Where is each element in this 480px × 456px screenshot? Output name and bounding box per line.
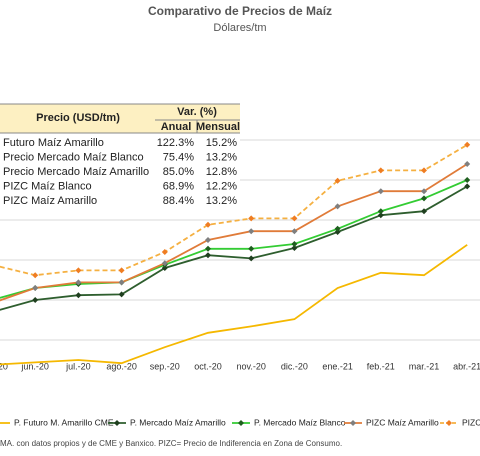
marker [291, 245, 298, 251]
table-header: Precio (USD/tm) [36, 112, 120, 124]
table-cell: 75.4% [163, 151, 194, 163]
table-cell: 68.9% [163, 180, 194, 192]
x-tick-label: oct.-20 [194, 361, 222, 371]
marker [248, 255, 255, 262]
series-line [0, 244, 468, 366]
marker [377, 167, 384, 174]
table-cell: 13.2% [206, 151, 237, 163]
marker [248, 245, 255, 252]
table-header: Var. (%) [177, 106, 217, 118]
marker [377, 212, 384, 219]
series-line [0, 163, 468, 302]
x-tick-label: ago.-20 [106, 361, 137, 371]
marker [291, 215, 298, 222]
legend-label: PIZC Maíz Amarillo [366, 417, 439, 427]
marker [421, 195, 427, 202]
marker [32, 285, 39, 291]
x-tick-label: abr.-21 [453, 361, 480, 371]
marker [75, 279, 82, 286]
table-cell: Precio Mercado Maíz Blanco [3, 151, 144, 163]
table-cell: 12.2% [206, 180, 237, 192]
legend-label: P. Mercado Maíz Amarillo [130, 417, 226, 427]
marker [205, 245, 211, 252]
chart-title: Comparativo de Precios de Maíz [148, 4, 332, 18]
marker [75, 267, 82, 274]
x-tick-label: may.-20 [0, 361, 8, 371]
table-cell: 88.4% [163, 195, 194, 207]
marker [161, 260, 168, 267]
legend-marker [238, 420, 244, 426]
legend-marker [350, 420, 356, 426]
table-cell: 15.2% [206, 137, 237, 149]
marker [334, 225, 341, 232]
table-cell: PIZC Maíz Amarillo [3, 195, 97, 207]
table-cell: 13.2% [206, 195, 237, 207]
table-cell: PIZC Maíz Blanco [3, 180, 92, 192]
legend: P. Futuro M. Amarillo CME P. Mercado Maíz… [0, 417, 480, 427]
marker [421, 188, 427, 195]
marker [421, 167, 427, 174]
marker [334, 229, 341, 235]
legend-label: P. Futuro M. Amarillo CME [14, 417, 114, 427]
marker [205, 252, 211, 259]
table-cell: 122.3% [157, 137, 195, 149]
x-tick-label: ene.-21 [322, 361, 353, 371]
legend-label: PIZC Maíz Blanco [462, 417, 480, 427]
marker [464, 141, 471, 148]
marker [377, 188, 384, 195]
legend-marker [446, 420, 452, 426]
marker [464, 161, 471, 167]
marker [334, 203, 341, 210]
marker [118, 267, 125, 274]
table-subheader: Anual [161, 121, 192, 133]
legend-label: P. Mercado Maíz Blanco [254, 417, 346, 427]
table-cell: 12.8% [206, 166, 237, 178]
marker [161, 265, 168, 271]
x-tick-label: dic.-20 [281, 361, 308, 371]
marker [291, 228, 298, 235]
table: Precio (USD/tm) Var. (%) Anual Mensual Futur… [0, 103, 240, 212]
x-tick-label: nov.-20 [237, 361, 266, 371]
series-line [0, 144, 468, 277]
table-cell: Futuro Maíz Amarillo [3, 137, 104, 149]
marker [118, 279, 125, 286]
legend-marker [114, 420, 120, 426]
marker [32, 272, 39, 279]
footnote: MA. con datos propios y de CME y Banxico… [0, 439, 342, 448]
series-line [0, 179, 468, 299]
table-cell: Precio Mercado Maíz Amarillo [3, 166, 149, 178]
marker [464, 183, 471, 190]
marker [421, 208, 427, 215]
marker [291, 241, 298, 247]
marker [205, 237, 211, 243]
chart-subtitle: Dólares/tm [213, 22, 266, 34]
marker [161, 249, 168, 255]
series-line [0, 185, 468, 311]
marker [334, 177, 341, 184]
marker [75, 292, 82, 299]
x-tick-label: feb.-21 [367, 361, 395, 371]
marker [248, 215, 255, 222]
marker [248, 228, 255, 235]
marker [118, 291, 125, 298]
header-bg [0, 104, 155, 133]
x-tick-label: mar.-21 [409, 361, 440, 371]
x-tick-label: jun.-20 [20, 361, 49, 371]
marker [32, 297, 39, 303]
table-cell: 85.0% [163, 166, 194, 178]
marker [205, 221, 211, 228]
table-subheader: Mensual [196, 121, 240, 133]
x-tick-label: jul.-20 [65, 361, 91, 371]
x-tick-label: sep.-20 [150, 361, 180, 371]
marker [464, 177, 471, 183]
marker [377, 208, 384, 215]
plot [0, 141, 471, 366]
